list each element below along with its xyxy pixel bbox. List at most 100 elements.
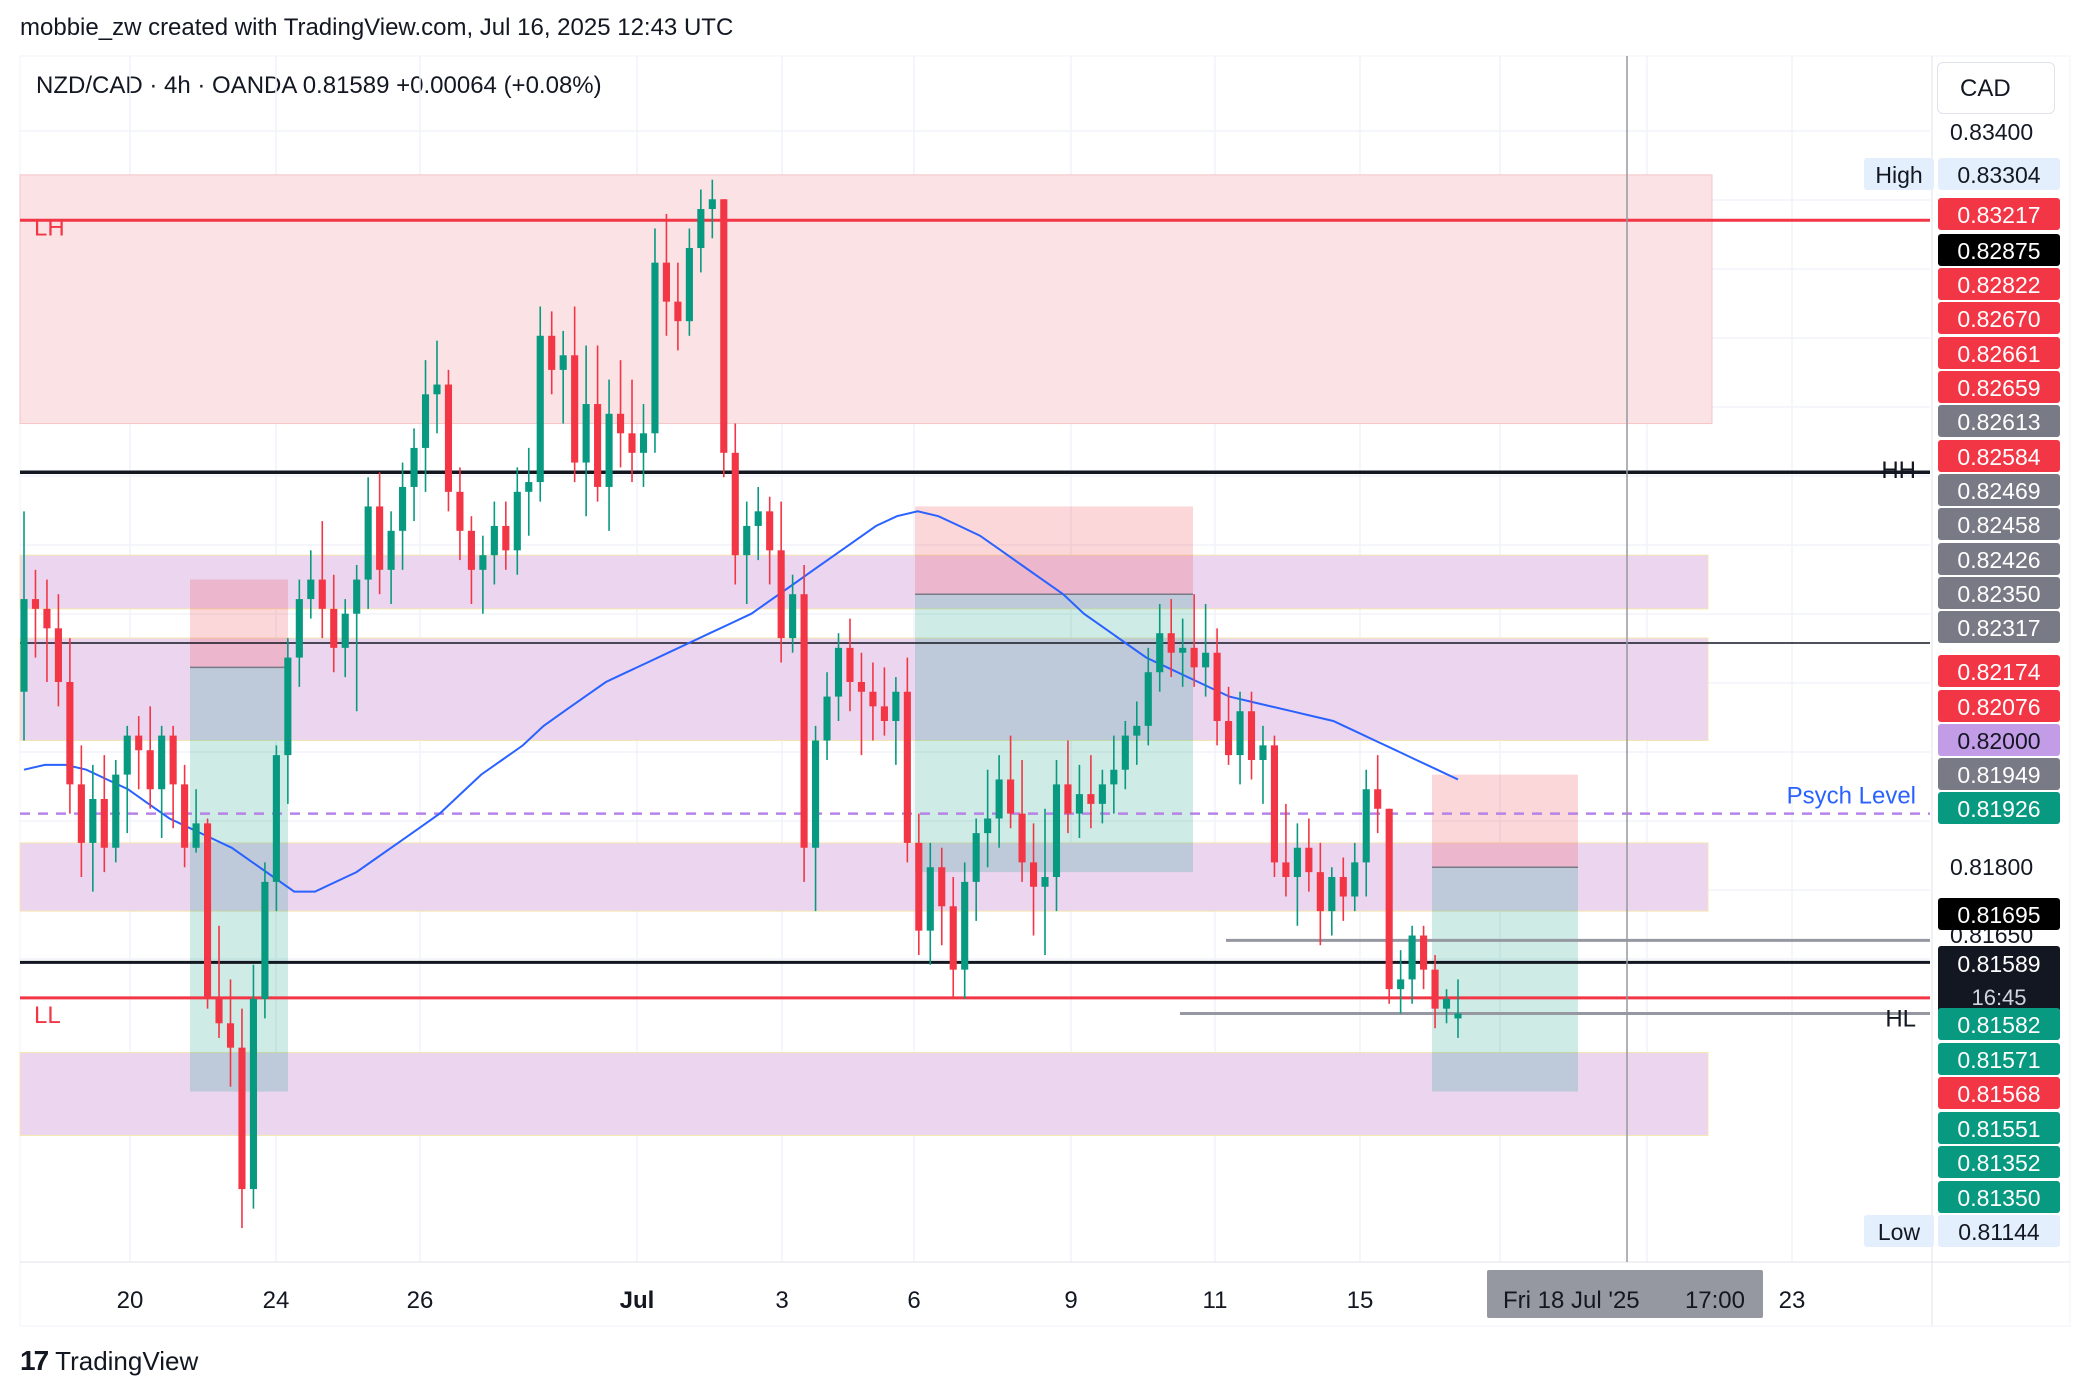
x-tick-label: 24: [263, 1287, 290, 1314]
candle-body: [307, 579, 315, 600]
candle: [812, 725, 820, 912]
candle: [1362, 769, 1370, 897]
candle-body: [513, 491, 521, 551]
candle-body: [766, 511, 774, 551]
price-label-text: 0.81582: [1957, 1012, 2040, 1038]
candle-body: [54, 628, 62, 682]
candle-body: [1247, 711, 1256, 760]
candle: [490, 501, 498, 585]
candle: [1247, 691, 1256, 780]
candle-body: [1075, 794, 1083, 814]
candle: [421, 360, 430, 492]
candle: [1167, 599, 1175, 678]
candle: [926, 842, 934, 965]
candle: [1293, 823, 1301, 926]
candle-body: [1018, 813, 1026, 863]
candle-body: [846, 647, 854, 682]
candle: [823, 672, 831, 760]
price-label: 0.81144 Low: [1864, 1215, 2060, 1247]
candle: [1225, 686, 1233, 765]
candle-body: [812, 740, 820, 848]
candle: [387, 511, 395, 604]
brand-label: TradingView: [55, 1345, 199, 1376]
price-label-box: [1938, 577, 2060, 609]
candle: [1133, 701, 1141, 765]
candle: [777, 501, 785, 663]
candle-body: [1328, 877, 1336, 912]
candle: [169, 725, 177, 829]
price-label: 0.81551: [1938, 1112, 2060, 1144]
candle-body: [433, 384, 441, 395]
candle-body: [1133, 725, 1141, 736]
candle: [766, 496, 774, 585]
price-label: 0.82000: [1938, 724, 2060, 756]
candle: [1328, 867, 1336, 936]
price-label-text: 0.82661: [1957, 341, 2040, 367]
candle-body: [903, 691, 911, 843]
candle-body: [43, 608, 51, 629]
candle: [1270, 735, 1279, 878]
candle: [43, 579, 51, 682]
time-axis[interactable]: 20 24 26 Jul 3 6 9 11 15 23 Fri 18 Jul '25 17:00: [117, 1270, 1806, 1318]
candle-body: [984, 818, 992, 834]
candle: [1339, 857, 1347, 921]
candle-body: [639, 433, 648, 453]
price-label-text: 0.83217: [1957, 202, 2040, 228]
price-label-box: [1938, 302, 2060, 334]
candle-body: [1420, 935, 1428, 970]
price-label: 0.82661: [1938, 337, 2060, 369]
candle: [800, 564, 808, 882]
candle: [616, 360, 625, 468]
candle: [651, 228, 659, 453]
candle: [674, 262, 682, 351]
price-label-box: [1938, 234, 2060, 266]
candle-body: [135, 735, 143, 751]
candle-body: [192, 823, 200, 848]
price-tag-box: [1864, 158, 1934, 190]
candle: [594, 345, 602, 502]
candle: [89, 764, 97, 892]
price-label-box: [1938, 337, 2060, 369]
price-axis[interactable]: 0.834000.818000.816500.83304High0.832170…: [1864, 119, 2060, 1247]
candle-body: [364, 506, 372, 580]
price-label-box: [1938, 1181, 2060, 1213]
candle-body: [1087, 794, 1095, 804]
candle: [1144, 647, 1152, 746]
price-label: 0.81352: [1938, 1146, 2060, 1178]
currency-selector[interactable]: CAD: [1937, 62, 2055, 114]
candle-body: [1167, 633, 1175, 653]
candle: [181, 764, 189, 868]
price-label: 0.82822: [1938, 268, 2060, 300]
price-label-text: 0.82469: [1957, 478, 2040, 504]
price-label-text: 0.82350: [1957, 581, 2040, 607]
candle-body: [1041, 877, 1049, 887]
candle-body: [1374, 789, 1382, 809]
candle: [984, 769, 992, 868]
candle-body: [697, 209, 705, 249]
price-label-text: 0.82000: [1957, 728, 2040, 754]
candle: [697, 189, 705, 273]
price-label-box: [1938, 268, 2060, 300]
price-label: 0.82426: [1938, 543, 2060, 575]
price-label-box: [1938, 690, 2060, 722]
candle: [582, 345, 590, 517]
x-tick-label: 6: [907, 1287, 920, 1314]
candle: [31, 569, 40, 658]
candle: [548, 311, 556, 395]
candle: [123, 725, 131, 834]
candle: [238, 1008, 246, 1229]
price-label: 0.82174: [1938, 655, 2060, 687]
candle-body: [949, 906, 957, 970]
price-label-text: 0.82426: [1957, 547, 2040, 573]
candle: [433, 340, 441, 434]
candle: [1190, 594, 1198, 687]
price-label-text: 0.81926: [1957, 796, 2040, 822]
candle: [639, 404, 648, 487]
price-label-box: [1938, 1008, 2060, 1040]
annotation-label: HH: [1881, 457, 1916, 484]
candle-body: [731, 452, 739, 556]
price-label: 0.82584: [1938, 440, 2060, 472]
candle: [1408, 925, 1416, 1004]
candle-body: [123, 735, 131, 775]
